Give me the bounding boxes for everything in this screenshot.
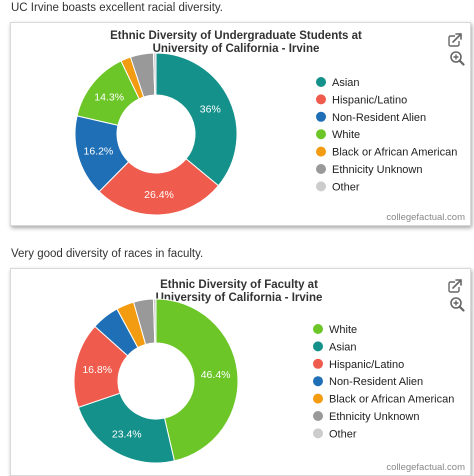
pie-slice-asian[interactable] (155, 52, 238, 187)
slice-label-asian: 23.4% (112, 428, 142, 440)
legend-marker (316, 111, 326, 122)
legend-item-ethnicity-unknown[interactable]: Ethnicity Unknown (316, 164, 423, 176)
chart-title-line: University of California - Irvine (156, 292, 323, 304)
students-chart-card: Ethnic Diversity of Undergraduate Studen… (10, 22, 471, 226)
share-icon[interactable] (448, 33, 463, 47)
legend-marker (316, 146, 326, 157)
pie-slice-asian[interactable] (77, 392, 175, 464)
chart-title-line: Ethnic Diversity of Undergraduate Studen… (110, 30, 362, 42)
legend-label: Asian (329, 341, 357, 353)
legend-item-non-resident-alien[interactable]: Non-Resident Alien (316, 111, 426, 124)
legend-item-asian[interactable]: Asian (316, 77, 360, 89)
slice-label-non-resident-alien: 16.2% (83, 146, 113, 158)
legend-item-white[interactable]: White (313, 324, 357, 336)
legend-label: Black or African American (329, 394, 454, 406)
legend-marker (316, 181, 326, 192)
legend-label: Black or African American (332, 147, 457, 159)
legend-label: Hispanic/Latino (332, 94, 407, 106)
slice-label-asian: 36% (200, 103, 221, 115)
legend-item-other[interactable]: Other (316, 181, 360, 193)
legend-item-hispanic-latino[interactable]: Hispanic/Latino (316, 94, 407, 106)
pie-slice-other[interactable] (152, 298, 157, 344)
legend-label: Asian (332, 77, 360, 89)
legend-marker (316, 94, 326, 105)
legend-item-white[interactable]: White (316, 129, 360, 141)
chart-title-line: University of California - Irvine (153, 43, 320, 55)
slice-label-hispanic-latino: 26.4% (144, 189, 174, 201)
legend-item-non-resident-alien[interactable]: Non-Resident Alien (313, 376, 423, 388)
legend-item-asian[interactable]: Asian (313, 341, 357, 353)
faculty-chart-card: Ethnic Diversity of Faculty at University… (10, 268, 471, 476)
pie-slice-white[interactable] (155, 298, 239, 462)
legend-item-other[interactable]: Other (313, 428, 357, 440)
intro-text-faculty: Very good diversity of races in faculty. (11, 248, 204, 260)
legend-marker (316, 77, 326, 87)
slice-label-white: 14.3% (94, 91, 124, 103)
legend-label: White (332, 129, 360, 141)
legend-marker (313, 358, 323, 369)
credit-text: collegefactual.com (386, 212, 465, 223)
legend-marker (316, 164, 326, 174)
legend-item-hispanic-latino[interactable]: Hispanic/Latino (313, 358, 404, 371)
legend-marker (316, 129, 326, 140)
credit-text: collegefactual.com (386, 462, 465, 473)
slice-label-hispanic-latino: 16.8% (82, 364, 112, 376)
students-donut-chart: Ethnic Diversity of Undergraduate Studen… (74, 30, 465, 223)
legend-item-black-or-african-american[interactable]: Black or African American (316, 146, 457, 159)
legend-marker (313, 411, 323, 421)
legend-label: Ethnicity Unknown (332, 164, 423, 176)
legend-item-ethnicity-unknown[interactable]: Ethnicity Unknown (313, 411, 420, 423)
legend-label: Other (332, 181, 360, 193)
zoom-in-icon[interactable] (450, 51, 465, 66)
legend-item-black-or-african-american[interactable]: Black or African American (313, 393, 454, 406)
legend-label: Hispanic/Latino (329, 359, 404, 371)
legend-marker (313, 324, 323, 334)
legend-marker (313, 428, 323, 439)
intro-text-students: UC Irvine boasts excellent racial divers… (11, 2, 223, 14)
legend-marker (313, 376, 323, 387)
zoom-in-icon[interactable] (450, 297, 465, 312)
faculty-donut-chart: Ethnic Diversity of Faculty atUniversity… (73, 279, 465, 473)
legend-marker (313, 393, 323, 404)
legend-label: Ethnicity Unknown (329, 411, 420, 423)
legend-label: Non-Resident Alien (329, 376, 423, 388)
legend-label: White (329, 324, 357, 336)
pie-slice-other[interactable] (152, 52, 157, 96)
chart-title-line: Ethnic Diversity of Faculty at (160, 279, 318, 291)
legend-label: Other (329, 428, 357, 440)
legend-label: Non-Resident Alien (332, 112, 426, 124)
share-icon[interactable] (448, 279, 463, 293)
pie-slice-hispanic-latino[interactable] (98, 158, 220, 216)
legend-marker (313, 341, 323, 352)
slice-label-white: 46.4% (201, 369, 231, 381)
